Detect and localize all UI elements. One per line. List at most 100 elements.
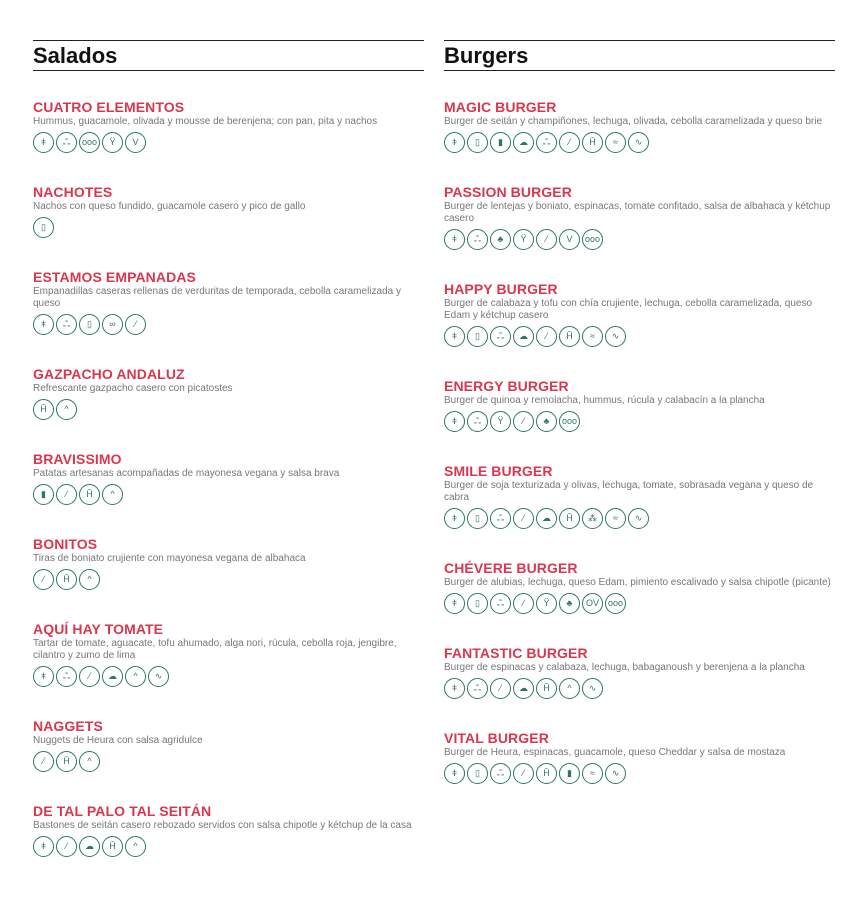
cup-icon: Ȟ	[56, 569, 77, 590]
leaves-icon: ஃ	[467, 678, 488, 699]
item-name: HAPPY BURGER	[444, 281, 558, 297]
salsa-icon: ∿	[605, 763, 626, 784]
wheat-icon: ǂ	[444, 678, 465, 699]
milk-icon: ▯	[467, 132, 488, 153]
face-icon: ^	[125, 836, 146, 857]
seeds-icon: ≈	[605, 132, 626, 153]
item-description: Burger de Heura, espinacas, guacamole, q…	[444, 747, 786, 758]
pod-icon: ⁄	[513, 763, 534, 784]
cup-icon: Ȟ	[559, 508, 580, 529]
menu-item: CUATRO ELEMENTOS Hummus, guacamole, oliv…	[33, 98, 424, 154]
cup-icon: Ȟ	[582, 132, 603, 153]
v-icon: V	[125, 132, 146, 153]
clover-icon: ♣	[536, 411, 557, 432]
bottle-icon: ▮	[490, 132, 511, 153]
allergen-icons: ǂ ஃ ⁄ ☁ ^ ∿	[33, 666, 424, 688]
item-name: DE TAL PALO TAL SEITÁN	[33, 803, 212, 819]
salsa-icon: ∿	[628, 132, 649, 153]
wheat-icon: ǂ	[444, 411, 465, 432]
sesame-icon: ooo	[605, 593, 626, 614]
oval-icon: OV	[582, 593, 603, 614]
pod-icon: ⁄	[125, 314, 146, 335]
cloud-icon: ☁	[102, 666, 123, 687]
leaves-icon: ஃ	[467, 229, 488, 250]
item-name: MAGIC BURGER	[444, 99, 557, 115]
leaves-icon: ஃ	[56, 666, 77, 687]
allergen-icons: ǂ ஃ ⁄ ☁ Ȟ ^ ∿	[444, 678, 835, 700]
pod-icon: ⁄	[536, 326, 557, 347]
wheat-icon: ǂ	[444, 229, 465, 250]
menu-item: GAZPACHO ANDALUZ Refrescante gazpacho ca…	[33, 365, 424, 421]
wheat-icon: ǂ	[444, 132, 465, 153]
wheat-icon: ǂ	[33, 314, 54, 335]
item-description: Tiras de boniato crujiente con mayonesa …	[33, 553, 306, 564]
face-icon: ^	[56, 399, 77, 420]
face-icon: ^	[102, 484, 123, 505]
menu-item: NACHOTES Nachos con queso fundido, guaca…	[33, 183, 424, 239]
wheat-icon: ǂ	[444, 508, 465, 529]
menu-item: ENERGY BURGER Burger de quinoa y remolac…	[444, 377, 835, 433]
item-name: NACHOTES	[33, 184, 113, 200]
item-description: Hummus, guacamole, olivada y mousse de b…	[33, 116, 378, 127]
item-description: Burger de espinacas y calabaza, lechuga,…	[444, 662, 805, 673]
menu-item: AQUÍ HAY TOMATE Tartar de tomate, aguaca…	[33, 620, 424, 688]
item-name: CHÉVERE BURGER	[444, 560, 578, 576]
menu-item: FANTASTIC BURGER Burger de espinacas y c…	[444, 644, 835, 700]
leaves-icon: ஃ	[490, 593, 511, 614]
leaves-icon: ஃ	[490, 763, 511, 784]
pod-icon: ⁄	[536, 229, 557, 250]
item-name: SMILE BURGER	[444, 463, 553, 479]
wheat-icon: ǂ	[444, 593, 465, 614]
menu-item: ESTAMOS EMPANADAS Empanadillas caseras r…	[33, 268, 424, 336]
item-description: Burger de calabaza y tofu con chía cruji…	[444, 298, 813, 321]
item-description: Burger de soja texturizada y olivas, lec…	[444, 480, 814, 503]
menu-item: CHÉVERE BURGER Burger de alubias, lechug…	[444, 559, 835, 615]
allergen-icons: ǂ ஃ ▯ ∞ ⁄	[33, 314, 424, 336]
leaves-icon: ஃ	[536, 132, 557, 153]
item-name: GAZPACHO ANDALUZ	[33, 366, 185, 382]
item-description: Burger de alubias, lechuga, queso Edam, …	[444, 577, 831, 588]
salsa-icon: ∿	[628, 508, 649, 529]
menu-item: SMILE BURGER Burger de soja texturizada …	[444, 462, 835, 530]
allergen-icons: ǂ ▯ ▮ ☁ ஃ ⁄ Ȟ ≈ ∿	[444, 132, 835, 154]
v-icon: V	[559, 229, 580, 250]
pod-icon: ⁄	[33, 751, 54, 772]
section-title: Burgers	[444, 40, 835, 71]
section-title: Salados	[33, 40, 424, 71]
glass-icon: Ϋ	[102, 132, 123, 153]
salsa-icon: ∿	[582, 678, 603, 699]
leaves-icon: ஃ	[490, 326, 511, 347]
bottle-icon: ▮	[33, 484, 54, 505]
pod-icon: ⁄	[513, 593, 534, 614]
cup-icon: Ȟ	[56, 751, 77, 772]
cup-icon: Ȟ	[102, 836, 123, 857]
cloud-icon: ☁	[513, 132, 534, 153]
allergen-icons: ▮ ⁄ Ȟ ^	[33, 484, 424, 506]
face-icon: ^	[79, 569, 100, 590]
allergen-icons: ǂ ▯ ஃ ⁄ ☁ Ȟ ⁂ ≈ ∿	[444, 508, 835, 530]
milk-icon: ▯	[79, 314, 100, 335]
pod-icon: ⁄	[33, 569, 54, 590]
sesame-icon: ooo	[582, 229, 603, 250]
section-burgers: Burgers MAGIC BURGER Burger de seitán y …	[444, 40, 835, 814]
item-description: Empanadillas caseras rellenas de verduri…	[33, 286, 401, 309]
leaves-icon: ஃ	[56, 132, 77, 153]
item-description: Burger de quinoa y remolacha, hummus, rú…	[444, 395, 765, 406]
item-name: PASSION BURGER	[444, 184, 572, 200]
wheat-icon: ǂ	[444, 326, 465, 347]
cloud-icon: ☁	[79, 836, 100, 857]
menu-item: BONITOS Tiras de boniato crujiente con m…	[33, 535, 424, 591]
allergen-icons: ▯	[33, 217, 424, 239]
salsa-icon: ∿	[148, 666, 169, 687]
item-name: ESTAMOS EMPANADAS	[33, 269, 196, 285]
milk-icon: ▯	[33, 217, 54, 238]
item-name: NAGGETS	[33, 718, 103, 734]
item-name: BONITOS	[33, 536, 98, 552]
wheat-icon: ǂ	[33, 132, 54, 153]
milk-icon: ▯	[467, 763, 488, 784]
milk-icon: ▯	[467, 593, 488, 614]
allergen-icons: ǂ ஃ Ϋ ⁄ ♣ ooo	[444, 411, 835, 433]
face-icon: ^	[559, 678, 580, 699]
cup-icon: Ȟ	[559, 326, 580, 347]
